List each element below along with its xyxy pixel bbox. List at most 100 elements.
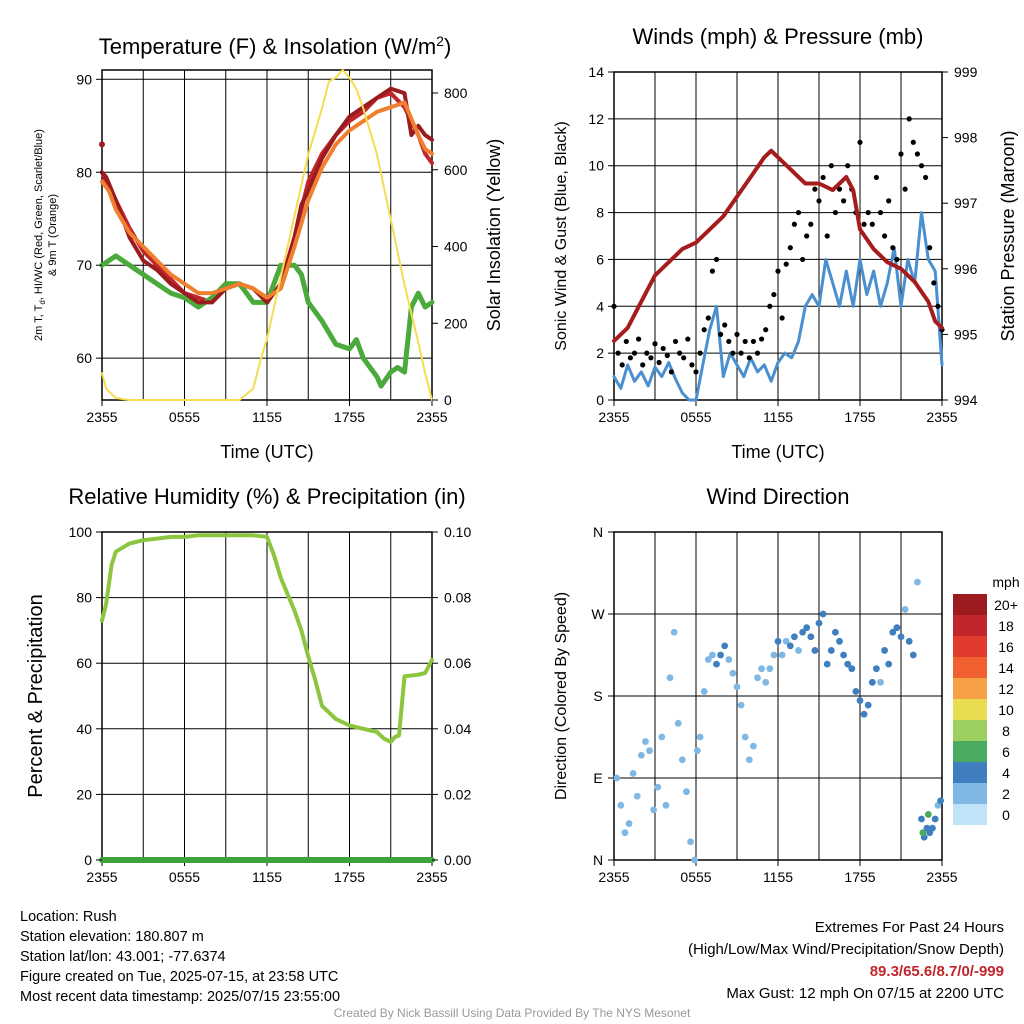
direction-point xyxy=(860,710,868,718)
extremes-title: Extremes For Past 24 Hours xyxy=(814,919,1004,936)
y2-tick-label: 0.04 xyxy=(444,721,471,737)
gust-point xyxy=(701,327,707,333)
y2-tick-label: 0.00 xyxy=(444,852,471,868)
y-tick-label: 60 xyxy=(76,350,92,366)
gust-point xyxy=(750,338,757,345)
info-elevation: Station elevation: 180.807 m xyxy=(20,929,204,945)
direction-point xyxy=(666,674,674,682)
direction-point xyxy=(704,656,712,663)
gust-point xyxy=(652,341,658,347)
gust-point xyxy=(722,322,728,328)
y-tick-label: 0 xyxy=(84,852,92,868)
x-tick-label: 0555 xyxy=(169,409,200,425)
gust-point xyxy=(738,350,744,356)
gust-point xyxy=(693,369,699,375)
gust-point xyxy=(681,355,687,361)
y-tick-label: 80 xyxy=(76,590,92,606)
x-tick-label: 0555 xyxy=(680,869,711,885)
y2-tick-label: 994 xyxy=(954,392,978,408)
gust-point xyxy=(812,186,818,192)
gust-point xyxy=(648,355,654,361)
chart-title: Winds (mph) & Pressure (mb) xyxy=(633,24,924,49)
gust-point xyxy=(734,331,740,337)
direction-point xyxy=(678,756,686,764)
y-axis-label: Sonic Wind & Gust (Blue, Black) xyxy=(553,121,570,350)
direction-point xyxy=(840,651,847,659)
colorbar-swatch xyxy=(953,594,987,615)
colorbar-swatch xyxy=(953,804,987,825)
chart-title: Temperature (F) & Insolation (W/m2) xyxy=(99,33,452,59)
gust-point xyxy=(631,350,638,356)
gust-point xyxy=(791,221,798,227)
direction-point xyxy=(770,651,778,659)
direction-point xyxy=(696,733,704,741)
direction-point xyxy=(758,665,765,673)
y-tick-label: 20 xyxy=(76,786,92,802)
gust-point xyxy=(890,245,896,251)
gust-point xyxy=(656,359,662,366)
info-created: Figure created on Tue, 2025-07-15, at 23… xyxy=(20,969,339,985)
gust-point xyxy=(726,338,732,345)
direction-point xyxy=(778,651,786,659)
y-axis-label-line2: & 9m T (Orange) xyxy=(47,194,59,276)
direction-point xyxy=(823,660,831,668)
x-tick-label: 0555 xyxy=(169,869,200,885)
direction-point xyxy=(897,633,905,641)
x-tick-label: 2355 xyxy=(416,869,447,885)
y-tick-label: 8 xyxy=(596,205,604,221)
direction-point xyxy=(877,678,884,686)
x-tick-label: 2355 xyxy=(416,409,447,425)
colorbar-swatch xyxy=(953,699,987,720)
gust-point xyxy=(640,362,646,368)
y2-tick-label: 0.06 xyxy=(444,655,471,671)
y-tick-label: 6 xyxy=(596,251,604,267)
gust-point xyxy=(664,352,670,359)
direction-point xyxy=(633,792,641,800)
colorbar-label: 16 xyxy=(998,639,1014,655)
series-line xyxy=(99,253,435,389)
series-line xyxy=(101,69,433,401)
y2-tick-label: 400 xyxy=(444,239,468,255)
x-tick-label: 1755 xyxy=(334,869,365,885)
extremes-block: Extremes For Past 24 Hours (High/Low/Max… xyxy=(688,917,1004,1005)
gust-point xyxy=(795,209,802,216)
y-tick-label: 40 xyxy=(76,721,92,737)
gust-point xyxy=(787,245,793,251)
gust-point xyxy=(857,139,863,145)
direction-point xyxy=(737,701,745,709)
direction-point xyxy=(745,756,753,764)
x-tick-label: 1755 xyxy=(844,409,875,425)
colorbar-label: 14 xyxy=(998,660,1014,676)
gust-point xyxy=(689,362,695,368)
x-tick-label: 1155 xyxy=(252,869,282,885)
info-block: Location: Rush Station elevation: 180.80… xyxy=(20,907,340,1007)
gust-point xyxy=(931,280,937,286)
y-tick-label: 60 xyxy=(76,655,92,671)
direction-point xyxy=(807,633,815,641)
direction-point xyxy=(774,637,782,645)
y-tick-label: 80 xyxy=(76,164,92,180)
gust-point xyxy=(914,151,921,157)
colorbar-label: 10 xyxy=(998,702,1014,718)
gust-point xyxy=(697,350,703,356)
direction-point xyxy=(650,806,658,814)
plot-frame xyxy=(613,71,943,401)
colorbar-label: 20+ xyxy=(994,597,1018,613)
direction-point xyxy=(729,669,737,677)
y-axis-label: Direction (Colored By Speed) xyxy=(553,592,570,800)
x-tick-label: 1155 xyxy=(763,869,793,885)
x-tick-label: 2355 xyxy=(86,409,117,425)
direction-point xyxy=(852,688,860,695)
direction-point xyxy=(725,656,733,663)
gust-point xyxy=(886,198,892,204)
y2-tick-label: 0.10 xyxy=(444,524,471,540)
direction-point xyxy=(799,628,806,636)
y2-tick-label: 600 xyxy=(444,162,468,178)
chart-title: Wind Direction xyxy=(706,484,849,509)
x-axis-label: Time (UTC) xyxy=(220,442,313,462)
y-axis-label: Percent & Precipitation xyxy=(25,594,47,797)
direction-point xyxy=(700,688,708,695)
colorbar-swatch xyxy=(953,678,987,699)
